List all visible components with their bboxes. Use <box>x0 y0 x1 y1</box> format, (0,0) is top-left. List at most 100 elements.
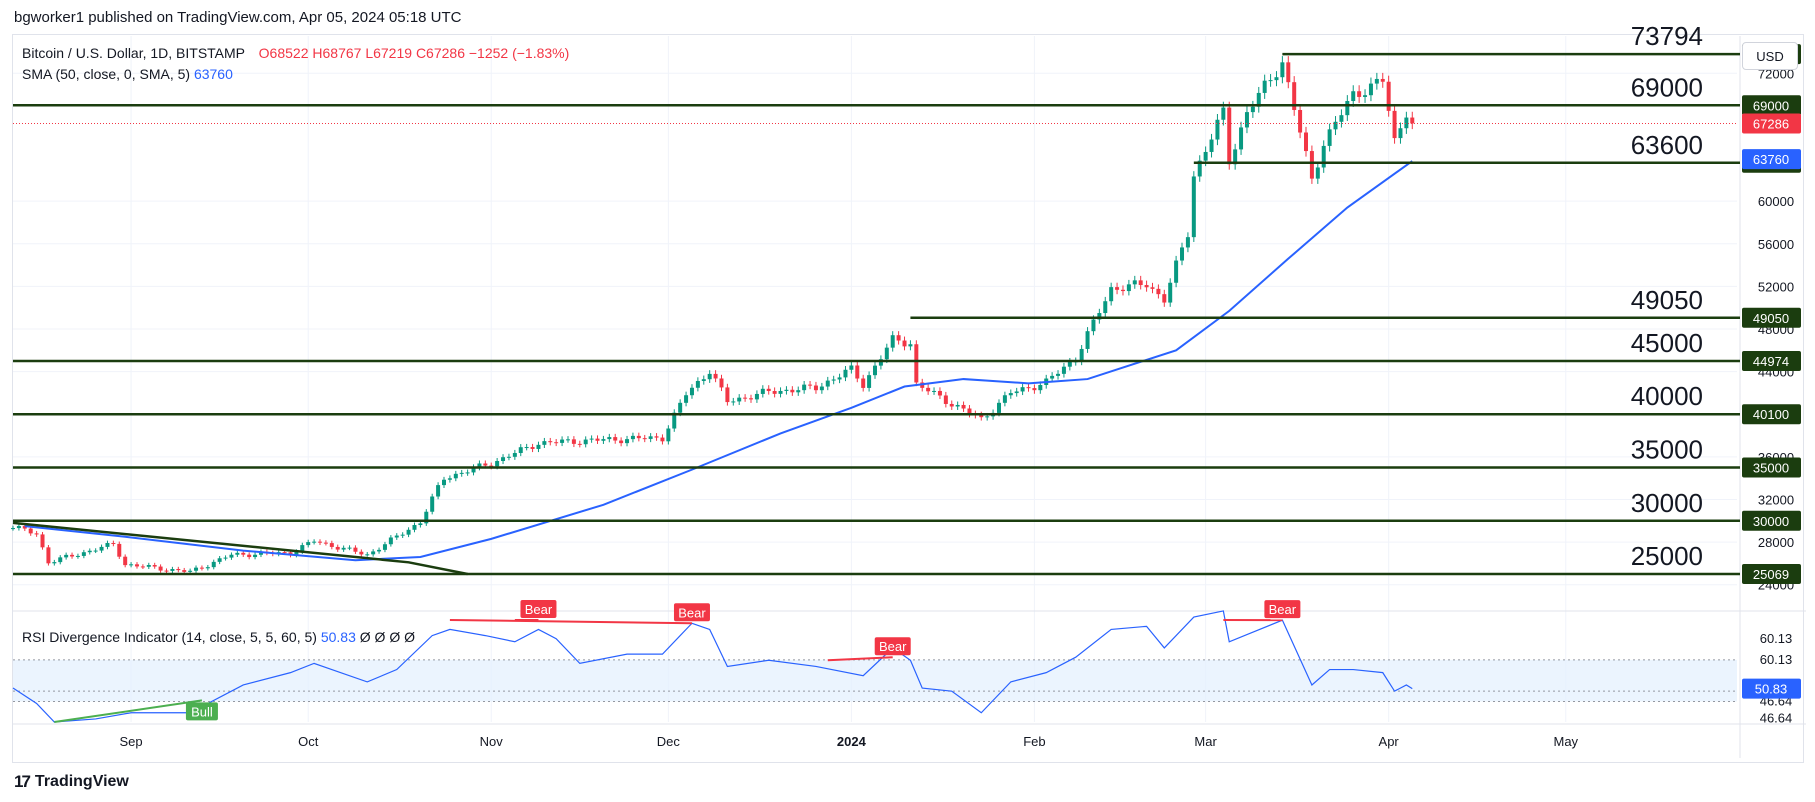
candle-body <box>1132 280 1137 285</box>
candle-body <box>489 465 494 467</box>
candle-body <box>1239 127 1244 150</box>
candle-body <box>666 428 671 442</box>
candle-body <box>613 437 618 441</box>
bull-divergence-line <box>54 699 203 723</box>
candle-body <box>170 569 175 571</box>
candle-body <box>630 435 635 440</box>
candle-body <box>1351 91 1356 102</box>
candle-body <box>75 555 80 557</box>
sma-legend[interactable]: SMA (50, close, 0, SMA, 5) 63760 <box>22 66 233 82</box>
candle-body <box>943 395 948 404</box>
candle-body <box>932 390 937 392</box>
candle-body <box>1363 95 1368 97</box>
candle-body <box>926 387 931 392</box>
candle-body <box>1209 139 1214 152</box>
candle-body <box>323 542 328 544</box>
candle-body <box>1109 287 1114 302</box>
candle-body <box>34 533 39 535</box>
candle-body <box>589 438 594 440</box>
candle-body <box>849 365 854 370</box>
candle-body <box>861 378 866 388</box>
bear-label: Bear <box>879 639 907 654</box>
candle-body <box>465 472 470 474</box>
level-badge-text: 49050 <box>1753 311 1789 326</box>
candle-body <box>459 472 464 474</box>
y-tick-label: 52000 <box>1758 279 1794 294</box>
currency-button[interactable]: USD <box>1742 42 1798 70</box>
level-badge-text: 30000 <box>1753 514 1789 529</box>
candle-body <box>1097 313 1102 320</box>
candle-body <box>1103 301 1108 314</box>
candle-body <box>1138 280 1143 286</box>
candle-body <box>1321 145 1326 168</box>
candle-body <box>306 542 311 546</box>
candle-body <box>678 402 683 413</box>
candle-body <box>1233 149 1238 165</box>
sma-line <box>24 160 1413 562</box>
rsi-extra: Ø Ø Ø Ø <box>359 629 415 645</box>
candle-body <box>111 543 116 545</box>
candle-body <box>760 388 765 394</box>
candle-body <box>672 412 677 429</box>
candle-body <box>1191 176 1196 238</box>
candle-body <box>105 543 110 547</box>
candle-body <box>1380 78 1385 82</box>
candle-body <box>996 402 1001 413</box>
candle-body <box>890 335 895 348</box>
sma-value: 63760 <box>193 66 233 82</box>
candle-body <box>46 547 51 564</box>
candle-body <box>312 541 317 543</box>
rsi-legend[interactable]: RSI Divergence Indicator (14, close, 5, … <box>22 629 415 645</box>
x-tick-label: Apr <box>1379 734 1400 749</box>
change-value: −1252 (−1.83%) <box>468 45 570 61</box>
level-badge <box>1742 350 1801 371</box>
candle-body <box>819 386 824 391</box>
candle-body <box>636 435 641 439</box>
x-tick-label: Oct <box>298 734 319 749</box>
y-tick-label: 28000 <box>1758 535 1794 550</box>
candle-body <box>134 564 139 567</box>
close-value: C67286 <box>415 45 465 61</box>
candle-body <box>217 558 222 562</box>
candle-body <box>382 544 387 550</box>
footer-brand[interactable]: 17 TradingView <box>14 772 129 792</box>
candle-body <box>501 457 506 462</box>
candle-body <box>648 436 653 439</box>
level-label: 40000 <box>1631 381 1703 411</box>
candle-body <box>152 565 157 567</box>
candle-body <box>282 552 287 554</box>
candle-body <box>1150 287 1155 289</box>
candle-body <box>1056 373 1061 376</box>
candle-body <box>571 439 576 444</box>
candle-body <box>442 479 446 486</box>
candle-body <box>642 438 647 440</box>
bear-label: Bear <box>1269 602 1297 617</box>
candle-body <box>1126 284 1131 292</box>
candle-body <box>1268 80 1273 82</box>
candle-body <box>754 393 759 400</box>
candle-body <box>766 388 771 392</box>
candle-body <box>1386 81 1391 111</box>
open-value: O68522 <box>258 45 309 61</box>
candle-body <box>595 438 600 441</box>
candle-body <box>1061 366 1066 374</box>
high-value: H68767 <box>312 45 362 61</box>
candle-body <box>808 384 813 386</box>
candle-body <box>117 543 122 557</box>
level-label: 49050 <box>1631 285 1703 315</box>
x-tick-label: Feb <box>1023 734 1045 749</box>
level-badge-text: 44974 <box>1753 354 1789 369</box>
candle-body <box>294 551 299 556</box>
candle-body <box>530 447 535 449</box>
level-badge-text: 25069 <box>1753 567 1789 582</box>
candle-body <box>1274 77 1279 81</box>
rsi-line <box>12 610 1413 723</box>
candle-body <box>447 478 452 480</box>
candle-body <box>701 379 706 381</box>
candle-body <box>1227 107 1232 165</box>
candle-body <box>394 535 399 538</box>
level-badge <box>1742 564 1801 585</box>
candle-body <box>1014 391 1019 394</box>
candle-body <box>1410 117 1415 124</box>
